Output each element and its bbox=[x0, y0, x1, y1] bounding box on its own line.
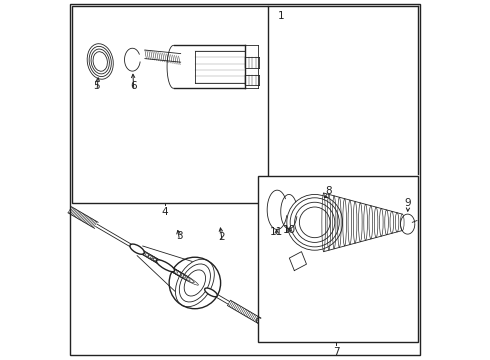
Text: 9: 9 bbox=[404, 198, 411, 208]
Text: 10: 10 bbox=[282, 225, 295, 235]
Ellipse shape bbox=[156, 260, 174, 272]
Text: 4: 4 bbox=[161, 207, 168, 217]
Bar bbox=[258, 176, 418, 342]
Text: 6: 6 bbox=[130, 81, 137, 91]
Ellipse shape bbox=[130, 244, 144, 254]
Text: 11: 11 bbox=[270, 228, 283, 237]
Ellipse shape bbox=[205, 288, 218, 297]
Text: 7: 7 bbox=[333, 347, 340, 357]
Text: 8: 8 bbox=[326, 186, 332, 196]
Bar bbox=[72, 6, 268, 203]
Text: 5: 5 bbox=[93, 81, 100, 91]
Text: 1: 1 bbox=[278, 11, 285, 21]
Text: 3: 3 bbox=[176, 231, 183, 241]
Text: 2: 2 bbox=[219, 232, 225, 242]
